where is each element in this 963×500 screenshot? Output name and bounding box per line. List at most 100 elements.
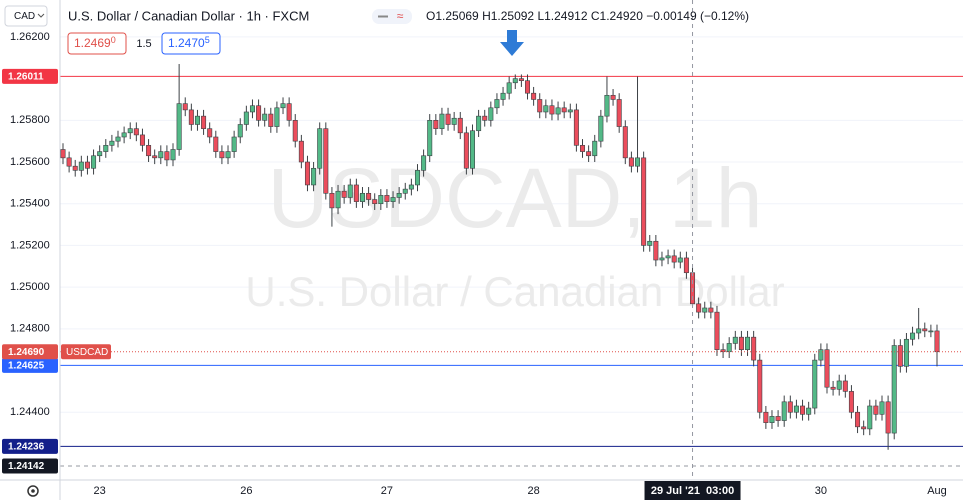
candle-body <box>103 145 109 152</box>
price-label-box <box>2 357 58 373</box>
candle-body <box>903 338 909 367</box>
candle-body <box>708 307 714 313</box>
candle-body <box>127 128 133 134</box>
sell-main: 1.2469 <box>74 36 111 50</box>
candle-body <box>488 107 494 121</box>
ohlc-open: O1.25069 <box>426 9 479 23</box>
candle-body <box>506 82 512 94</box>
candle-body <box>439 113 445 129</box>
candle-body <box>549 105 555 115</box>
candle-body <box>133 128 139 136</box>
candle-body <box>751 336 757 361</box>
candle-body <box>659 257 665 261</box>
candle-body <box>842 380 848 392</box>
y-tick-label: 1.25600 <box>10 156 50 168</box>
candle-body <box>115 136 121 142</box>
x-tick-label: 28 <box>527 485 539 497</box>
candle-body <box>421 155 427 171</box>
candle-body <box>800 405 806 415</box>
candle-body <box>561 107 567 113</box>
candle-body <box>500 92 506 100</box>
ohlc-readout: O1.25069 H1.25092 L1.24912 C1.24920 −0.0… <box>426 9 749 23</box>
candle-body <box>818 349 824 361</box>
candle-body <box>152 155 158 159</box>
ohlc-close: C1.24920 <box>591 9 643 23</box>
x-tick-label: 27 <box>381 485 393 497</box>
buy-pip: 5 <box>205 35 210 45</box>
candle-body <box>781 401 787 421</box>
buy-button[interactable] <box>161 32 221 55</box>
candle-body <box>702 307 708 313</box>
candle-body <box>329 192 335 209</box>
crosshair-time-label: 29 Jul '21 03:00 <box>651 485 734 497</box>
candle-body <box>635 157 641 167</box>
candle-body <box>867 405 873 430</box>
y-tick-label: 1.25400 <box>10 198 50 210</box>
candle-body <box>769 416 775 423</box>
candle-body <box>256 105 262 121</box>
candle-body <box>934 330 940 353</box>
buy-price[interactable]: 1.24705 <box>168 35 210 50</box>
candle-body <box>726 343 732 353</box>
candle-body <box>469 130 475 169</box>
candle-body <box>653 240 659 261</box>
candle-body <box>696 303 702 313</box>
candle-body <box>91 155 97 169</box>
candle-body <box>616 99 622 127</box>
x-tick-label: 26 <box>240 485 252 497</box>
x-tick-label: 23 <box>94 485 106 497</box>
last-price-box <box>2 344 58 360</box>
candle-body <box>84 161 90 169</box>
candle-body <box>268 113 274 127</box>
candle-body <box>213 136 219 152</box>
candle-body <box>176 103 182 150</box>
candle-body <box>885 401 891 434</box>
candle-body <box>372 199 378 205</box>
candle-body <box>243 111 249 125</box>
sell-pip: 0 <box>111 35 116 45</box>
candle-body <box>146 145 152 157</box>
candle-body <box>830 386 836 390</box>
currency-selector[interactable] <box>4 5 48 27</box>
annotation-arrow <box>500 30 524 56</box>
candle-body <box>665 255 671 259</box>
spread: 1.5 <box>136 38 151 50</box>
y-tick-label: 1.26200 <box>10 31 50 43</box>
y-tick-label: 1.24400 <box>10 406 50 418</box>
candle-body <box>304 161 310 186</box>
toggle-icon: ≈ <box>397 9 404 23</box>
candle-body <box>812 359 818 409</box>
candle-body <box>787 401 793 413</box>
candle-body <box>525 80 531 94</box>
candle-body <box>604 94 610 117</box>
gear-hub <box>31 489 35 493</box>
candle-body <box>677 257 683 263</box>
sell-price[interactable]: 1.24690 <box>74 35 116 50</box>
candle-body <box>910 332 916 340</box>
candle-body <box>555 107 561 115</box>
candle-body <box>891 345 897 434</box>
candle-body <box>249 105 255 113</box>
crosshair-time-box <box>644 481 741 500</box>
candle-body <box>378 195 384 205</box>
candle-body <box>647 240 653 246</box>
candle-body <box>683 257 689 274</box>
candle-body <box>78 161 84 171</box>
candle-body <box>592 140 598 157</box>
sell-button[interactable] <box>67 32 127 55</box>
candle-body <box>775 416 781 421</box>
price-label: 1.24236 <box>8 442 45 453</box>
candle-body <box>586 151 592 157</box>
candle-body <box>628 157 634 167</box>
candle-body <box>341 190 347 198</box>
crosshair-price: 1.24142 <box>8 461 45 472</box>
indicator-toggle[interactable] <box>372 9 412 24</box>
x-tick-label: 30 <box>815 485 827 497</box>
currency-label[interactable]: CAD <box>14 11 35 22</box>
candle-body <box>757 359 763 413</box>
x-tick-label: Aug <box>927 485 947 497</box>
settings-icon[interactable] <box>27 485 39 497</box>
candle-body <box>292 120 298 142</box>
plot <box>60 0 963 480</box>
